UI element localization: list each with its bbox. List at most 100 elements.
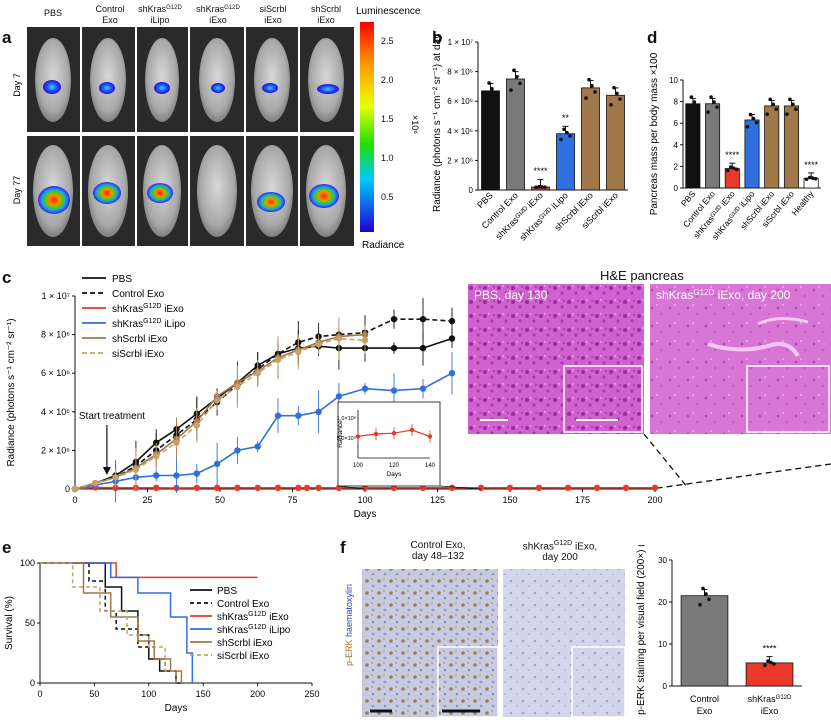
he-right-label: shKrasG12D iExo, day 200	[656, 288, 791, 302]
f-right-title-2: day 200	[542, 552, 578, 564]
data-dot	[543, 185, 547, 189]
signal-d7-6	[317, 84, 339, 94]
e-legend-label-1: Control Exo	[217, 599, 270, 610]
bar-3	[744, 119, 760, 189]
f-side-label: p-ERK haematoxylin	[344, 584, 354, 666]
x-tick-label: 50	[215, 495, 225, 505]
data-point	[193, 422, 200, 429]
data-dot	[774, 107, 779, 112]
legend-text: shScrbl iExo	[217, 638, 273, 649]
x-tick-label: 75	[287, 495, 297, 505]
column-label-control-exo-1: Control	[95, 4, 124, 14]
data-point	[173, 472, 180, 479]
y-tick-label: 6	[674, 119, 679, 128]
data-point	[506, 484, 514, 492]
data-point	[274, 412, 282, 419]
data-dot	[484, 98, 488, 103]
data-point	[448, 370, 456, 377]
signal-d7-5	[262, 83, 278, 93]
f-right-title-1-pre: shKras	[522, 541, 554, 553]
inset-frame	[337, 401, 441, 487]
panel-label-b: b	[432, 28, 443, 47]
legend-text: PBS	[112, 274, 132, 285]
data-dot	[612, 85, 616, 90]
column-label-siScrbl-2: iExo	[264, 15, 282, 25]
data-point	[112, 474, 119, 481]
data-dot	[686, 110, 691, 114]
inset-x-tick: 100	[353, 463, 364, 469]
e-legend-label-4: shScrbl iExo	[217, 638, 273, 649]
data-dot	[745, 124, 750, 129]
x-tick-label: 175	[575, 495, 590, 505]
inset-x-tick: 140	[425, 463, 436, 469]
legend-text: Control Exo	[112, 289, 165, 300]
y-tick-label: 6 × 10⁶	[447, 97, 473, 106]
panel-a-imaging: PBS Control Exo shKrasG12D iLipo shKrasG…	[12, 4, 421, 251]
column-label-control-exo-2: Exo	[102, 15, 118, 25]
data-dot	[709, 95, 713, 99]
colorbar-tick-2.0: 2.0	[381, 75, 394, 85]
colorbar-ticks: 2.5 2.0 1.5 1.0 0.5	[381, 36, 394, 202]
data-point	[390, 387, 398, 394]
data-point	[651, 484, 659, 492]
colorbar-tick-1.5: 1.5	[381, 114, 394, 124]
inset-connector-left	[337, 485, 366, 490]
f-side-label-haem: haematoxylin	[344, 584, 354, 640]
data-point	[419, 385, 427, 392]
data-dot	[766, 659, 770, 663]
y-tick-label: 1 × 10⁷	[41, 291, 70, 301]
legend-text: shKras	[217, 612, 248, 623]
inset-point	[355, 434, 361, 439]
data-dot	[537, 185, 541, 189]
data-point	[254, 443, 261, 450]
signal-d77-6	[309, 184, 339, 208]
panel-a-column-labels: PBS Control Exo shKrasG12D iLipo shKrasG…	[44, 4, 341, 25]
data-dot	[695, 105, 700, 109]
data-dot	[701, 586, 705, 591]
legend-sup: G12D	[248, 624, 266, 631]
panel-label-e: e	[2, 538, 12, 557]
data-point	[477, 484, 485, 492]
data-point	[564, 484, 572, 492]
bar-3	[556, 133, 575, 191]
data-dot	[791, 102, 795, 107]
mouse-d7-5	[254, 38, 290, 122]
bar-5	[783, 105, 799, 189]
bar-1	[506, 78, 525, 191]
category-label-line1: Control	[690, 694, 719, 704]
y-tick-label: 2	[674, 162, 679, 171]
data-dot	[751, 116, 756, 121]
signal-d77-2	[93, 182, 121, 204]
data-dot	[704, 592, 708, 596]
column-label-iLipo-1: shKrasG12D	[138, 4, 182, 14]
f-right-title: shKrasG12D iExo, day 200	[510, 540, 610, 563]
y-tick-label: 0	[663, 682, 668, 691]
inset-point	[373, 431, 379, 437]
bar-0	[680, 595, 729, 687]
x-tick-label: 200	[647, 495, 662, 505]
y-tick-label: 20	[658, 598, 667, 607]
data-point	[71, 485, 79, 493]
legend-label-4: shScrbl iExo	[112, 334, 168, 345]
data-point	[254, 484, 261, 492]
x-tick-label: 25	[142, 495, 152, 505]
f-right-title-1: shKrasG12D iExo,	[510, 540, 610, 552]
data-point	[193, 470, 200, 477]
survival-curve-1	[40, 562, 177, 683]
data-point	[315, 408, 322, 415]
colorbar-bottom-label: Radiance	[362, 240, 405, 251]
data-dot	[534, 185, 538, 190]
x-axis-label: Days	[354, 509, 377, 520]
data-dot	[559, 137, 563, 142]
x-tick-label: 125	[430, 495, 445, 505]
f-left-title: Control Exo, day 48–132	[398, 540, 478, 562]
legend-label-2: shKrasG12D iExo	[112, 303, 184, 315]
data-point	[448, 484, 456, 492]
y-tick-label: 8 × 10⁶	[447, 68, 473, 77]
category-label-line1: shKrasG12D	[748, 694, 792, 704]
signal-d7-4	[211, 83, 225, 93]
ihc-images: p-ERK haematoxylin	[344, 569, 626, 718]
data-dot	[590, 84, 594, 88]
bar-5	[606, 94, 625, 191]
